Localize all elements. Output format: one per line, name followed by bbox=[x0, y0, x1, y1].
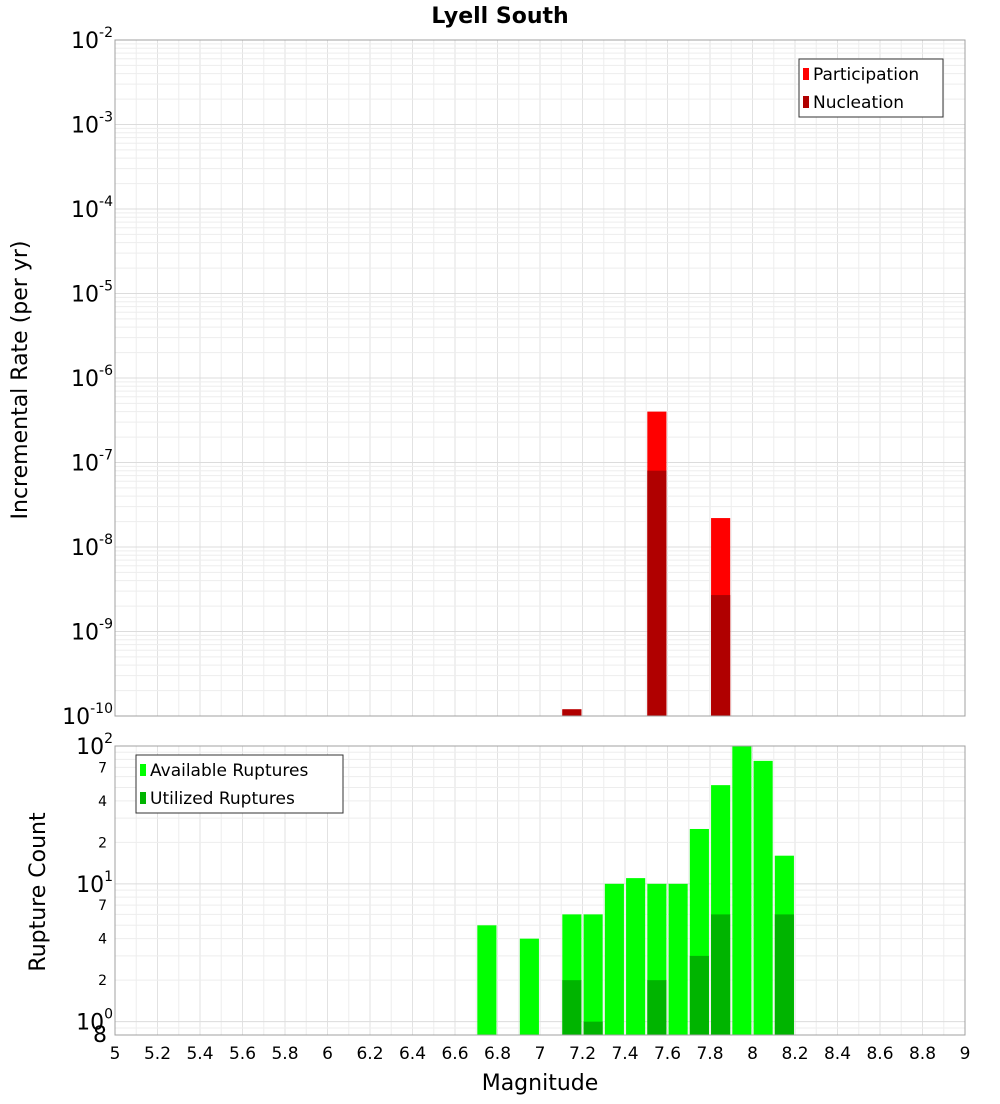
bottom-plot-frame bbox=[114, 745, 966, 1036]
chart-title: Lyell South bbox=[431, 4, 568, 29]
top-plot-bars bbox=[562, 411, 731, 716]
nucleation-bar bbox=[647, 470, 667, 716]
legend-swatch bbox=[140, 792, 146, 804]
utilized-ruptures-bar bbox=[689, 955, 709, 1035]
x-tick-label: 7.6 bbox=[654, 1044, 681, 1064]
available-ruptures-bar bbox=[626, 878, 646, 1035]
bottom-plot-bars bbox=[477, 746, 794, 1035]
x-tick-label: 8 bbox=[747, 1044, 758, 1064]
nucleation-bar bbox=[562, 709, 582, 716]
top-plot-frame bbox=[114, 39, 966, 717]
available-ruptures-bar bbox=[477, 925, 497, 1035]
x-tick-label: 6 bbox=[322, 1044, 333, 1064]
bottom-plot-grid bbox=[114, 746, 966, 1036]
x-tick-label: 6.8 bbox=[484, 1044, 511, 1064]
bottom-y-minor-tick-label: 2 bbox=[98, 973, 107, 989]
top-y-axis-label: Incremental Rate (per yr) bbox=[8, 241, 33, 520]
x-tick-label: 6.6 bbox=[441, 1044, 468, 1064]
bottom-y-minor-tick-label: 7 bbox=[98, 760, 107, 776]
top-y-tick-label: 10-9 bbox=[71, 617, 113, 646]
legend-swatch bbox=[803, 96, 809, 108]
bottom-y-minor-tick-label: 4 bbox=[98, 932, 107, 948]
top-y-tick-label: 10-3 bbox=[71, 110, 113, 139]
x-tick-label: 6.4 bbox=[399, 1044, 426, 1064]
top-y-ticks: 10-10 10-9 10-8 10-7 10-6 10-5 10-4 10-3 10-2 bbox=[62, 25, 113, 730]
legend-box bbox=[798, 58, 944, 118]
x-tick-label: 8.2 bbox=[781, 1044, 808, 1064]
utilized-ruptures-bar bbox=[647, 980, 667, 1035]
bottom-y-tick-label: 101 bbox=[76, 869, 113, 898]
bottom-legend: Available Ruptures Utilized Ruptures bbox=[135, 754, 344, 814]
x-tick-label: 5.4 bbox=[186, 1044, 213, 1064]
legend-label: Available Ruptures bbox=[150, 761, 308, 781]
top-y-tick-label: 10-8 bbox=[71, 532, 113, 561]
bottom-y-tick-label: 102 bbox=[76, 731, 113, 760]
legend-label: Nucleation bbox=[813, 93, 904, 113]
available-ruptures-bar bbox=[732, 746, 752, 1035]
available-ruptures-bar bbox=[583, 914, 603, 1035]
x-tick-label: 5.2 bbox=[144, 1044, 171, 1064]
top-plot-grid bbox=[114, 40, 966, 717]
x-tick-label: 7.4 bbox=[611, 1044, 638, 1064]
utilized-ruptures-bar bbox=[774, 914, 794, 1035]
available-ruptures-bar bbox=[604, 883, 624, 1035]
top-y-tick-label: 10-6 bbox=[71, 363, 113, 392]
legend-label: Participation bbox=[813, 65, 919, 85]
x-tick-label: 5.8 bbox=[271, 1044, 298, 1064]
bottom-y-minor-tick-label: 2 bbox=[98, 835, 107, 851]
bottom-y-tick-label: 100 bbox=[76, 1007, 113, 1036]
x-tick-label: 7 bbox=[535, 1044, 546, 1064]
x-axis-label: Magnitude bbox=[482, 1071, 599, 1096]
utilized-ruptures-bar bbox=[562, 980, 582, 1035]
top-y-tick-label: 10-2 bbox=[71, 25, 113, 54]
utilized-ruptures-bar bbox=[711, 914, 731, 1035]
bottom-y-ticks: 100 101 102 8 2 4 7 2 4 7 bbox=[76, 731, 113, 1048]
x-tick-label: 5 bbox=[110, 1044, 121, 1064]
legend-box bbox=[135, 754, 344, 814]
x-tick-label: 8.6 bbox=[866, 1044, 893, 1064]
top-legend: Participation Nucleation bbox=[798, 58, 944, 118]
utilized-ruptures-bar bbox=[583, 1021, 603, 1035]
legend-swatch bbox=[803, 68, 809, 80]
top-y-tick-label: 10-7 bbox=[71, 448, 113, 477]
bottom-y-minor-tick-label: 4 bbox=[98, 794, 107, 810]
x-tick-label: 6.2 bbox=[356, 1044, 383, 1064]
x-tick-label: 8.4 bbox=[824, 1044, 851, 1064]
legend-swatch bbox=[140, 764, 146, 776]
x-tick-label: 7.8 bbox=[696, 1044, 723, 1064]
top-y-tick-label: 10-5 bbox=[71, 279, 113, 308]
x-ticks: 5 5.2 5.4 5.6 5.8 6 6.2 6.4 6.6 6.8 7 7.2 7.4 7.6 7.8 8… bbox=[110, 1044, 971, 1064]
x-tick-label: 7.2 bbox=[569, 1044, 596, 1064]
top-y-tick-label: 10-4 bbox=[71, 194, 113, 223]
x-tick-label: 5.6 bbox=[229, 1044, 256, 1064]
bottom-y-axis-label: Rupture Count bbox=[26, 812, 51, 972]
x-tick-label: 8.8 bbox=[909, 1044, 936, 1064]
bottom-y-minor-tick-label: 7 bbox=[98, 898, 107, 914]
available-ruptures-bar bbox=[753, 760, 773, 1035]
available-ruptures-bar bbox=[519, 938, 539, 1035]
legend-label: Utilized Ruptures bbox=[150, 789, 295, 809]
top-y-tick-label: 10-10 bbox=[62, 701, 113, 730]
available-ruptures-bar bbox=[668, 883, 688, 1035]
bottom-y-minor-tick-label: 8 bbox=[93, 1023, 107, 1048]
x-tick-label: 9 bbox=[960, 1044, 971, 1064]
nucleation-bar bbox=[711, 595, 731, 716]
